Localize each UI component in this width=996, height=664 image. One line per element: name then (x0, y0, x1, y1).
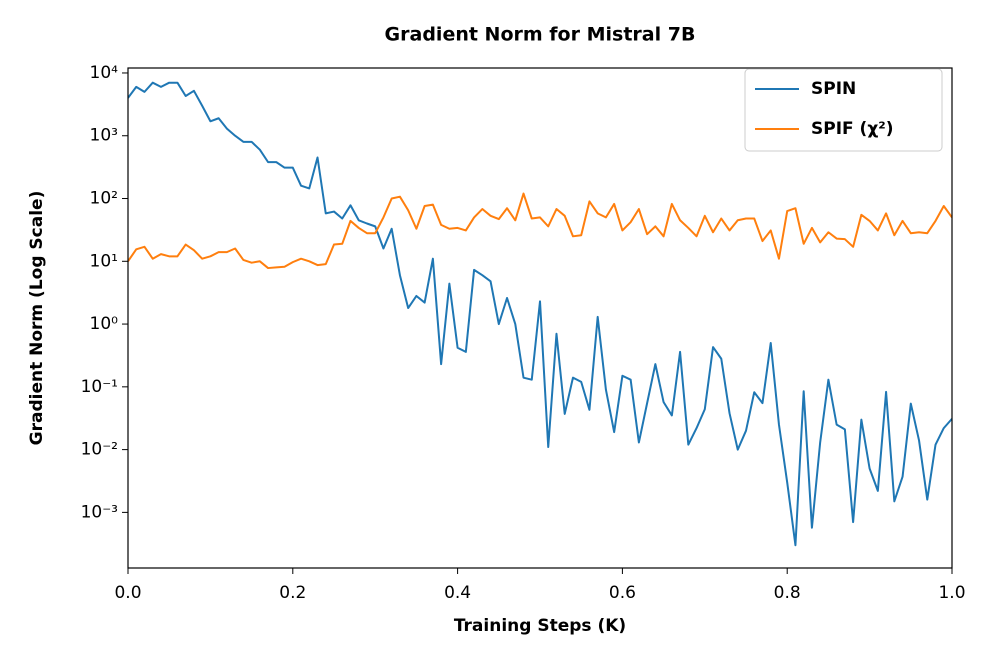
legend-label: SPIF (χ²) (811, 119, 894, 139)
x-tick-label: 0.4 (444, 583, 471, 603)
y-tick-label: 10³ (90, 126, 118, 146)
series-line (128, 81, 952, 547)
series-line (128, 192, 952, 270)
y-tick-label: 10⁴ (90, 63, 119, 83)
legend-label: SPIN (811, 79, 856, 99)
x-tick-label: 0.2 (279, 583, 306, 603)
plot-frame (127, 67, 953, 569)
y-tick-label: 10⁻³ (81, 502, 118, 522)
y-tick-label: 10⁻¹ (81, 377, 118, 397)
x-tick-label: 0.0 (114, 583, 141, 603)
chart-title: Gradient Norm for Mistral 7B (385, 24, 696, 46)
y-tick-label: 10² (90, 189, 118, 209)
y-tick-label: 10⁻² (81, 440, 118, 460)
y-axis-label: Gradient Norm (Log Scale) (27, 191, 47, 446)
x-tick-label: 0.6 (609, 583, 636, 603)
x-tick-label: 1.0 (938, 583, 965, 603)
x-tick-label: 0.8 (774, 583, 801, 603)
y-tick-label: 10¹ (90, 251, 118, 271)
x-axis-label: Training Steps (K) (454, 616, 626, 636)
y-tick-label: 10⁰ (90, 314, 119, 334)
